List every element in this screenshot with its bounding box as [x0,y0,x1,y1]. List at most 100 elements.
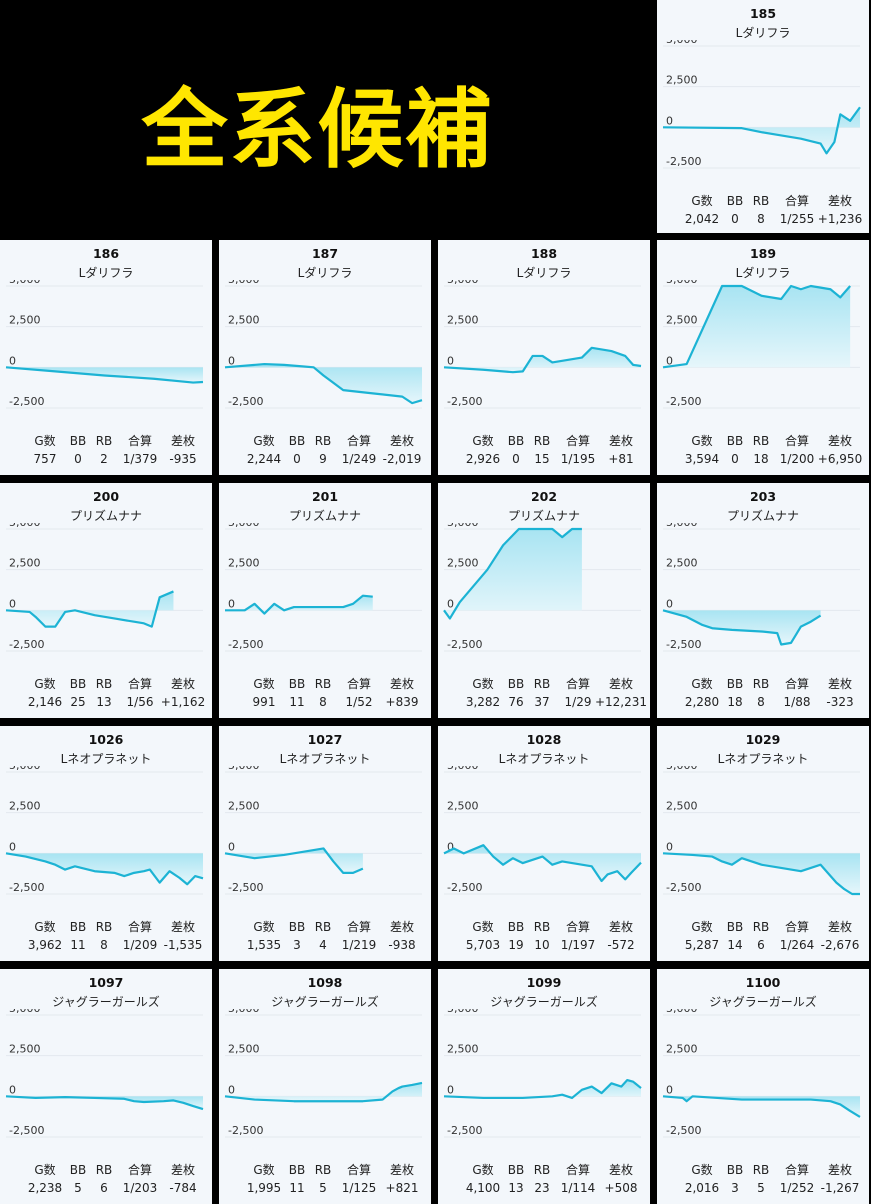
stat-column: 合算 1/56 [127,675,154,711]
machine-card[interactable]: 201 プリズムナナ 5,000 2,500 0 -2,500 G数 991 BB 11 RB 8 合算… [219,483,431,718]
stat-header: 合算 [346,920,371,934]
y-tick-label: 2,500 [666,800,698,813]
stat-header: RB [533,434,551,448]
stats-row: G数 5,703 BB 19 RB 10 合算 1/197 差枚 -572 [438,918,650,958]
stat-column: 差枚 -784 [169,1161,196,1197]
stat-header: RB [752,920,770,934]
machine-card[interactable]: 185 Lダリフラ 5,000 2,500 0 -2,500 G数 2,042 BB 0 RB 8 合算… [657,0,869,233]
machine-card[interactable]: 203 プリズムナナ 5,000 2,500 0 -2,500 G数 2,280 BB 18 RB 8… [657,483,869,718]
stat-header: RB [752,677,770,691]
machine-card[interactable]: 1027 Lネオプラネット 5,000 2,500 0 -2,500 G数 1,535 BB 3R… [219,726,431,961]
machine-card[interactable]: 1029 Lネオプラネット 5,000 2,500 0 -2,500 G数 5,287 BB 14… [657,726,869,961]
stat-header: BB [726,920,744,934]
y-tick-label: 5,000 [447,766,479,772]
stat-value: 1/29 [564,695,592,709]
stat-value: -2,019 [382,452,422,466]
slump-graph: 5,000 2,500 0 -2,500 [5,280,204,409]
stat-header: 合算 [784,434,809,448]
stat-column: 差枚 -2,019 [383,432,422,468]
stat-header: BB [726,677,744,691]
y-tick-label: 5,000 [228,280,260,286]
stat-header: 合算 [784,677,810,691]
stat-value: +12,231 [594,695,648,709]
stat-header: 差枚 [170,920,195,934]
machine-name: プリズムナナ [69,509,142,523]
machine-number: 1100 [745,975,781,990]
y-tick-label: 0 [666,597,673,610]
stat-column: RB 10 [534,918,551,954]
stat-value: 11 [289,1181,305,1195]
machine-card[interactable]: 1097 ジャグラーガールズ 5,000 2,500 0 -2,500 G数 2,238 BB 5… [0,969,212,1204]
stat-value: 3,594 [684,452,720,466]
y-tick-label: 2,500 [666,557,698,570]
y-tick-label: 0 [228,1083,235,1096]
stat-column: BB 0 [727,192,743,228]
stat-column: 差枚 +839 [386,675,419,711]
y-tick-label: 5,000 [9,1009,41,1015]
machine-card[interactable]: 1028 Lネオプラネット 5,000 2,500 0 -2,500 G数 5,703 BB 19… [438,726,650,961]
stat-column: RB 9 [315,432,332,468]
stat-column: G数 2,244 [247,432,281,468]
series-line [662,284,851,369]
machine-card[interactable]: 188 Lダリフラ 5,000 2,500 0 -2,500 G数 2,926 BB 0 RB 15 合… [438,240,650,475]
stat-header: 合算 [127,920,152,934]
machine-card[interactable]: 202 プリズムナナ 5,000 2,500 0 -2,500 G数 3,282 BB 76 RB 3… [438,483,650,718]
machine-name: Lダリフラ [297,266,353,280]
stats-row: G数 1,535 BB 3 RB 4 合算 1/219 差枚 -938 [219,918,431,958]
y-tick-label: -2,500 [666,1124,701,1137]
stat-header: 差枚 [827,920,852,934]
machine-card[interactable]: 200 プリズムナナ 5,000 2,500 0 -2,500 G数 2,146 BB 25 RB 1… [0,483,212,718]
stat-column: G数 2,042 [685,192,719,228]
stat-header: 差枚 [827,434,853,448]
stat-value: 1/125 [341,1181,377,1195]
machine-card[interactable]: 186 Lダリフラ 5,000 2,500 0 -2,500 G数 757 BB 0 RB 2 合算 1/… [0,240,212,475]
stat-column: 差枚 -938 [388,918,415,954]
stat-header: 合算 [784,920,809,934]
y-tick-label: -2,500 [447,881,482,894]
series-area [225,848,363,873]
machine-card[interactable]: 1098 ジャグラーガールズ 5,000 2,500 0 -2,500 G数 1,995 BB 1… [219,969,431,1204]
machine-card[interactable]: 1026 Lネオプラネット 5,000 2,500 0 -2,500 G数 3,962 BB 11… [0,726,212,961]
machine-number: 1029 [745,732,781,747]
stat-header: G数 [253,677,275,691]
y-tick-label: -2,500 [228,1124,263,1137]
stat-header: BB [69,677,87,691]
machine-name: Lネオプラネット [279,752,371,766]
stat-column: RB 8 [753,675,770,711]
machine-card[interactable]: 1099 ジャグラーガールズ 5,000 2,500 0 -2,500 G数 4,100 BB 1… [438,969,650,1204]
stat-column: RB 15 [534,432,551,468]
stat-header: BB [288,1163,306,1177]
stat-value: 5 [319,1181,327,1195]
stats-row: G数 2,926 BB 0 RB 15 合算 1/195 差枚 +81 [438,432,650,472]
stats-row: G数 3,594 BB 0 RB 18 合算 1/200 差枚 +6,950 [657,432,869,472]
machine-card[interactable]: 187 Lダリフラ 5,000 2,500 0 -2,500 G数 2,244 BB 0 RB 9 合算… [219,240,431,475]
stat-header: BB [69,920,87,934]
y-tick-label: 5,000 [666,1009,698,1015]
stat-value: 76 [508,695,524,709]
machine-card[interactable]: 189 Lダリフラ 5,000 2,500 0 -2,500 G数 3,594 BB 0 RB 18 合… [657,240,869,475]
machine-card[interactable]: 1100 ジャグラーガールズ 5,000 2,500 0 -2,500 G数 2,016 BB 3… [657,969,869,1204]
y-tick-label: -2,500 [447,1124,482,1137]
stat-value: 4,100 [465,1181,501,1195]
stats-row: G数 1,995 BB 11 RB 5 合算 1/125 差枚 +821 [219,1161,431,1201]
stat-column: RB 18 [753,432,770,468]
y-tick-label: -2,500 [9,881,44,894]
machine-name: Lネオプラネット [60,752,152,766]
stat-value: 8 [757,212,765,226]
stat-value: 991 [252,695,276,709]
slump-graph: 5,000 2,500 0 -2,500 [225,523,422,652]
series-line [443,346,642,374]
stat-column: BB 11 [289,1161,305,1197]
stat-value: -323 [826,695,854,709]
y-tick-label: 0 [9,1083,16,1096]
y-tick-label: -2,500 [447,638,482,651]
series-area [444,347,641,373]
stat-value: 0 [731,212,739,226]
slump-graph: 5,000 2,500 0 -2,500 [5,766,204,895]
stat-column: G数 4,100 [466,1161,500,1197]
stat-header: 差枚 [827,194,853,208]
stat-value: 14 [727,938,743,952]
stat-column: RB 6 [753,918,770,954]
stat-header: BB [288,677,306,691]
stats-row: G数 2,042 BB 0 RB 8 合算 1/255 差枚 +1,236 [657,192,869,232]
